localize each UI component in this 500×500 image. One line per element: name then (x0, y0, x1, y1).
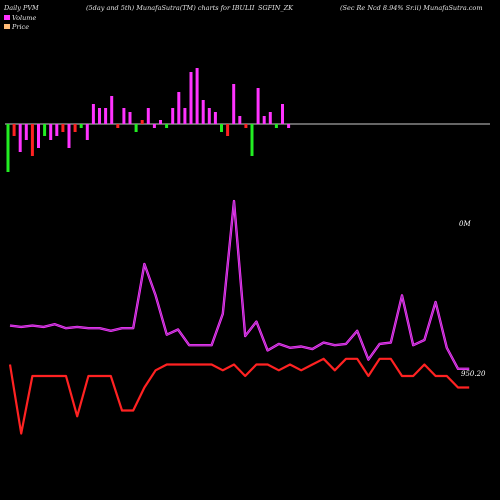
volume-bar (268, 112, 272, 124)
series-lines (8, 199, 470, 435)
volume-bar (98, 108, 101, 124)
volume-bar (189, 72, 193, 124)
volume-bar (18, 124, 22, 152)
legend-label-volume: Volume (12, 14, 36, 22)
legend-swatch-price (4, 24, 10, 29)
volume-bar (37, 124, 40, 148)
volume-bar (91, 104, 95, 124)
volume-bars (6, 68, 291, 172)
volume-bar (201, 100, 205, 124)
volume-bar (183, 108, 187, 124)
volume-bar (49, 124, 53, 140)
volume-bar (122, 108, 126, 124)
price-series-line (8, 357, 470, 435)
header-center: SGFIN_ZK (258, 4, 294, 12)
volume-bar (12, 124, 16, 136)
volume-bar (244, 124, 248, 128)
volume-bar (61, 124, 65, 132)
volume-bar (73, 124, 77, 132)
volume-bar (24, 124, 28, 140)
volume-bar (6, 124, 10, 172)
volume-bar (43, 124, 47, 136)
volume-bar (220, 124, 223, 132)
volume-bar (140, 120, 144, 124)
volume-bar (213, 112, 217, 124)
volume-bar (281, 104, 284, 124)
volume-bar (226, 124, 230, 136)
volume-bar (79, 124, 83, 128)
volume-bar (110, 96, 114, 124)
volume-bar (171, 108, 175, 124)
volume-bar (30, 124, 34, 156)
header-center-left: (5day and 5th) MunafaSutra(TM) charts fo… (86, 4, 255, 12)
volume-bar (195, 68, 199, 124)
volume-level-label: 0M (459, 220, 471, 228)
volume-bar (67, 124, 71, 148)
volume-bar (274, 124, 278, 128)
volume-bar (177, 92, 181, 124)
volume-bar (238, 116, 242, 124)
volume-bar (262, 116, 266, 124)
header-left: Daily PVM (3, 4, 39, 12)
price-level-label: 950.20 (461, 370, 486, 378)
volume-bar (159, 120, 162, 124)
volume-bar (116, 124, 120, 128)
volume-bar (128, 112, 132, 124)
volume-series-line (9, 199, 470, 370)
volume-bar (165, 124, 169, 128)
volume-bar (134, 124, 138, 132)
volume-bar (85, 124, 89, 140)
volume-bar (256, 88, 260, 124)
volume-bar (146, 108, 150, 124)
volume-bar (104, 108, 108, 124)
volume-bar (232, 84, 236, 124)
legend-label-price: Price (11, 23, 29, 31)
legend-swatch-volume (4, 15, 10, 20)
legend: Volume Price (4, 14, 36, 31)
volume-bar (250, 124, 254, 156)
volume-bar (207, 108, 211, 124)
volume-series-line-inner (9, 200, 470, 370)
volume-bar (287, 124, 291, 128)
volume-bar (55, 124, 59, 136)
volume-bar (152, 124, 156, 128)
header-right: (Sec Re Ncd 8.94% Sr.ii) MunafaSutra.com (340, 4, 483, 12)
